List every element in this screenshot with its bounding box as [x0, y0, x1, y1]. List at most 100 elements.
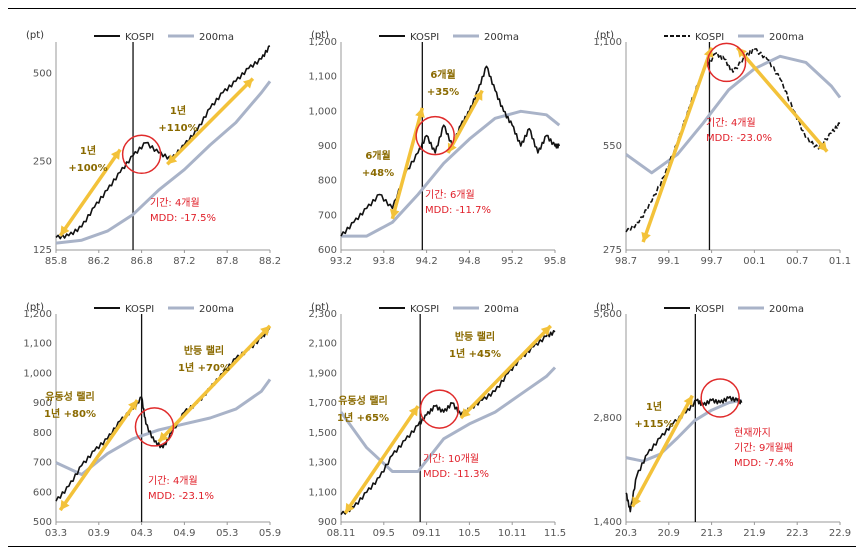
x-tick-label: 94.2 — [415, 256, 437, 267]
legend-label-200ma: 200ma — [484, 304, 519, 315]
y-tick-label: 900 — [33, 398, 52, 409]
arrow-head — [60, 499, 70, 511]
rally-arrow-1 — [343, 405, 420, 515]
x-tick-label: 03.3 — [45, 528, 67, 539]
arrow-head — [242, 78, 253, 89]
legend-label-200ma: 200ma — [769, 304, 804, 315]
unit-label: (pt) — [311, 302, 329, 313]
x-tick-label: 11.5 — [544, 528, 566, 539]
y-tick-label: 600 — [33, 487, 52, 498]
x-tick-label: 10.11 — [498, 528, 527, 539]
arrow-head — [60, 225, 70, 236]
chart-svg: (pt) KOSPI 200ma 900 1,100 1,300 1,500 1,700 1,9… — [308, 302, 566, 539]
correction-circle — [419, 389, 460, 429]
correction-label: MDD: -11.3% — [423, 469, 489, 480]
arrow-head — [128, 400, 138, 411]
y-tick-label: 900 — [318, 141, 337, 152]
x-tick-label: 22.3 — [786, 528, 808, 539]
y-tick-label: 1,000 — [23, 368, 52, 379]
correction-circle — [134, 407, 175, 447]
y-tick-label: 500 — [33, 68, 52, 79]
y-tick-label: 1,100 — [308, 487, 337, 498]
rally-label: +35% — [427, 87, 459, 98]
x-tick-label: 95.8 — [544, 256, 566, 267]
correction-label: MDD: -11.7% — [425, 205, 491, 216]
rally-label: 6개월 — [430, 68, 455, 81]
chart-panel-3: (pt) KOSPI 200ma 275 550 1,100 98.7 99.1 99.7 00.… — [578, 14, 864, 286]
x-tick-label: 09.11 — [412, 528, 441, 539]
rally-label: 유동성 랠리 — [45, 390, 94, 403]
legend-label-kospi: KOSPI — [695, 304, 724, 315]
correction-label: 기간: 4개월 — [150, 197, 200, 209]
legend-label-200ma: 200ma — [484, 32, 519, 43]
rally-label: 1년 — [170, 104, 186, 117]
unit-label: (pt) — [26, 302, 44, 313]
correction-label: 기간: 10개월 — [423, 453, 479, 465]
rally-label: 유동성 랠리 — [338, 394, 387, 407]
chart-svg: (pt) KOSPI 200ma 275 550 1,100 98.7 99.1 99.7 00.… — [593, 30, 851, 267]
x-tick-label: 21.9 — [743, 528, 765, 539]
y-tick-label: 2,800 — [593, 413, 622, 424]
correction-label: 현재까지 — [734, 427, 771, 439]
legend-label-kospi: KOSPI — [125, 304, 154, 315]
legend-label-kospi: KOSPI — [410, 304, 439, 315]
rally-arrow-1 — [58, 148, 122, 237]
rally-arrow-2 — [166, 77, 255, 166]
chart-svg: (pt) KOSPI 200ma 600 700 800 900 1,000 1,100 1,20… — [308, 30, 566, 267]
rally-label: +100% — [68, 163, 107, 174]
rally-arrow-1 — [641, 46, 714, 243]
y-tick-label: 1,000 — [308, 106, 337, 117]
rally-label: 1년 — [80, 144, 96, 157]
y-tick-label: 1,100 — [308, 72, 337, 83]
rally-label: 반등 랠리 — [184, 344, 224, 357]
x-tick-label: 00.1 — [743, 256, 765, 267]
correction-circle — [706, 42, 747, 83]
arrow-head — [641, 231, 651, 243]
rally-arrow-2 — [446, 89, 484, 154]
x-tick-label: 95.2 — [501, 256, 523, 267]
y-tick-label: 1,700 — [308, 398, 337, 409]
y-tick-label: 1,100 — [593, 37, 622, 48]
top-rule — [8, 8, 856, 9]
x-tick-label: 86.8 — [130, 256, 152, 267]
y-tick-label: 2,100 — [308, 339, 337, 350]
legend-label-kospi: KOSPI — [125, 32, 154, 43]
correction-label: 기간: 9개월째 — [734, 442, 793, 454]
unit-label: (pt) — [26, 30, 44, 41]
rally-label: 1년 — [646, 400, 662, 413]
x-tick-label: 09.5 — [373, 528, 395, 539]
x-tick-label: 87.8 — [216, 256, 238, 267]
rally-arrow-2 — [459, 324, 552, 420]
x-tick-label: 03.9 — [88, 528, 110, 539]
arrow-head — [817, 141, 828, 152]
y-tick-label: 700 — [33, 458, 52, 469]
x-tick-label: 98.7 — [615, 256, 637, 267]
correction-label: MDD: -17.5% — [150, 213, 216, 224]
correction-circle — [700, 378, 740, 418]
y-tick-label: 2,300 — [308, 309, 337, 320]
x-tick-label: 85.8 — [45, 256, 67, 267]
arrow-head — [415, 107, 425, 118]
legend-label-kospi: KOSPI — [410, 32, 439, 43]
rally-arrow-2 — [735, 46, 829, 153]
series-kospi-line — [340, 65, 561, 237]
y-tick-label: 5,600 — [593, 309, 622, 320]
chart-svg: (pt) KOSPI 200ma 125 250 500 85.8 86.2 86.8 87.2 8… — [26, 30, 281, 267]
x-tick-label: 94.8 — [458, 256, 480, 267]
rally-arrow-2 — [157, 324, 272, 443]
legend-label-200ma: 200ma — [769, 32, 804, 43]
arrow-head — [408, 406, 419, 417]
arrow-head — [260, 325, 270, 336]
y-tick-label: 250 — [33, 157, 52, 168]
y-tick-label: 550 — [603, 141, 622, 152]
y-tick-label: 275 — [603, 245, 622, 256]
x-tick-label: 93.2 — [330, 256, 352, 267]
x-tick-label: 10.5 — [458, 528, 480, 539]
y-tick-label: 800 — [318, 176, 337, 187]
y-tick-label: 1,300 — [308, 458, 337, 469]
rally-label: 반등 랠리 — [455, 330, 495, 343]
arrow-head — [389, 208, 400, 219]
arrow-head — [110, 149, 121, 160]
x-tick-label: 05.9 — [259, 528, 281, 539]
chart-panel-6: (pt) KOSPI 200ma 1,400 2,800 5,600 20.3 20.9 21.… — [578, 286, 864, 558]
